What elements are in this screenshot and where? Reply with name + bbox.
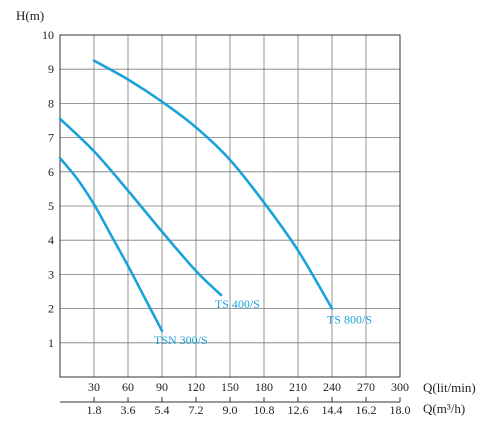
y-tick-label: 6 [48,165,54,179]
x-tick-label: 300 [391,380,409,394]
x-secondary-tick-label: 18.0 [390,403,411,417]
x-secondary-tick-label: 1.8 [87,403,102,417]
x-secondary-tick-label: 5.4 [155,403,170,417]
plot-frame [59,34,401,378]
x-tick-label: 60 [122,380,134,394]
y-tick-label: 5 [48,199,54,213]
x-secondary-tick-label: 14.4 [322,403,343,417]
series-label-ts-800-s: TS 800/S [327,313,372,327]
curve-ts-800-s [92,59,334,310]
series-label-ts-400-s: TS 400/S [215,297,260,311]
curves [58,59,334,333]
x-tick-label: 120 [187,380,205,394]
x-tick-label: 240 [323,380,341,394]
x-tick-label: 270 [357,380,375,394]
x-axis-title: Q(lit/min) [423,380,476,395]
y-tick-label: 7 [48,131,54,145]
x-secondary-tick-label: 7.2 [189,403,204,417]
x-tick-label: 30 [88,380,100,394]
y-tick-label: 8 [48,96,54,110]
labels: 301.8603.6905.41207.21509.018010.821012.… [42,28,411,417]
y-tick-label: 1 [48,336,54,350]
x-secondary-tick-label: 10.8 [254,403,275,417]
x-tick-label: 90 [156,380,168,394]
x-secondary-tick-label: 3.6 [121,403,136,417]
y-tick-label: 3 [48,267,54,281]
x-tick-label: 150 [221,380,239,394]
y-tick-label: 4 [48,233,54,247]
y-tick-label: 9 [48,62,54,76]
y-axis-title: H(m) [16,8,44,23]
y-tick-label: 2 [48,302,54,316]
x-tick-label: 180 [255,380,273,394]
x-secondary-tick-label: 9.0 [223,403,238,417]
curve-tsn-300-s [58,156,164,333]
x-tick-label: 210 [289,380,307,394]
y-tick-label: 10 [42,28,54,42]
series-label-tsn-300-s: TSN 300/S [154,333,208,347]
x-secondary-tick-label: 12.6 [288,403,309,417]
x-axis-secondary-title: Q(m³/h) [423,401,465,416]
curve-ts-400-s [58,117,223,297]
x-secondary-tick-label: 16.2 [356,403,377,417]
grid [60,35,400,377]
